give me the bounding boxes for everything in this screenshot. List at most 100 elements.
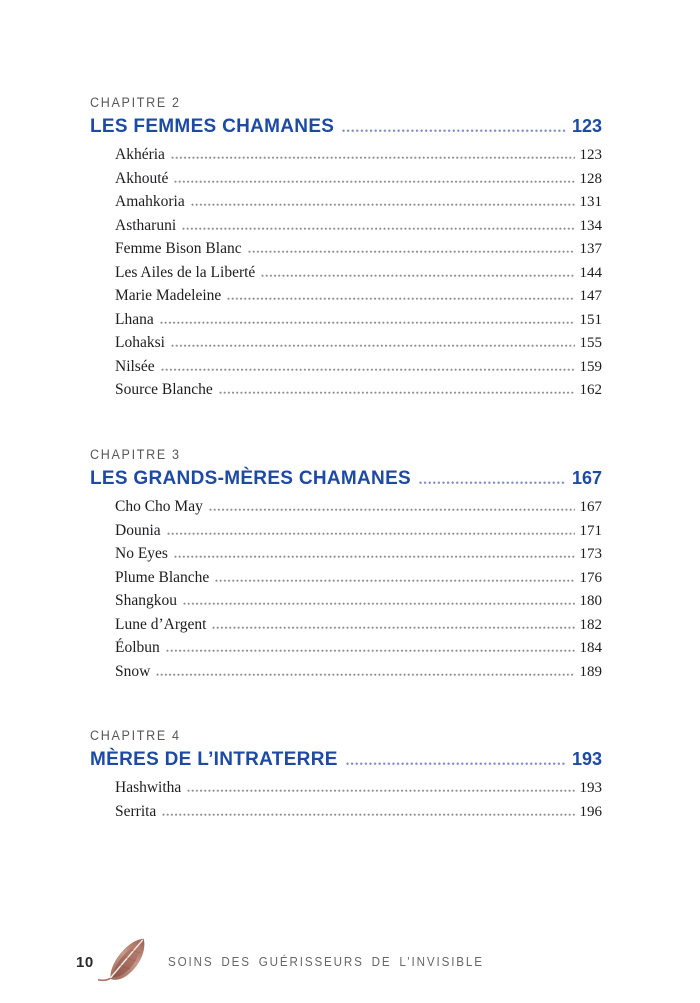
toc-entry-row: Astharuni 134	[90, 217, 602, 241]
entry-page-number: 162	[579, 382, 603, 399]
entry-page-number: 144	[579, 264, 603, 281]
entry-name: Snow	[115, 662, 151, 680]
chapter-entries: Cho Cho May 167 Dounia 171 No Eyes 173 P…	[90, 498, 602, 686]
entry-page-number: 184	[579, 640, 603, 657]
chapter-page-number: 167	[571, 468, 602, 489]
entry-name: Lhana	[115, 310, 154, 328]
dot-leader	[166, 531, 575, 535]
entry-name: Lohaksi	[115, 334, 165, 352]
entry-name: No Eyes	[115, 545, 168, 563]
toc-entry-row: Lohaksi 155	[90, 334, 602, 358]
dot-leader	[182, 226, 575, 230]
entry-name: Marie Madeleine	[115, 287, 222, 305]
chapter-label: CHAPITRE 2	[90, 95, 181, 110]
entry-page-number: 193	[579, 780, 603, 797]
entry-page-number: 182	[579, 616, 603, 633]
entry-name: Femme Bison Blanc	[115, 240, 242, 258]
running-title: SOINS DES GUÉRISSEURS DE L’INVISIBLE	[167, 955, 484, 969]
entry-page-number: 147	[579, 288, 603, 305]
toc-entry-row: Marie Madeleine 147	[90, 287, 602, 311]
entry-page-number: 173	[579, 546, 603, 563]
chapter-heading-row: LES GRANDS-MÈRES CHAMANES 167	[90, 468, 602, 494]
dot-leader	[212, 625, 575, 629]
dot-leader	[160, 367, 575, 371]
entry-name: Source Blanche	[115, 381, 213, 399]
chapter-heading-row: MÈRES DE L’INTRATERRE 193	[90, 749, 602, 775]
entry-page-number: 123	[579, 147, 603, 163]
chapter-label: CHAPITRE 4	[90, 728, 181, 744]
toc-entry-row: Éolbun 184	[90, 639, 602, 663]
entry-page-number: 155	[579, 335, 603, 352]
toc-entry-row: Shangkou 180	[90, 592, 602, 616]
toc-entry-row: Nilsée 159	[90, 358, 602, 382]
toc-entry-row: Source Blanche 162	[90, 381, 602, 405]
dot-leader	[170, 344, 575, 348]
entry-page-number: 128	[579, 170, 603, 187]
entry-page-number: 151	[579, 311, 603, 328]
entry-name: Cho Cho May	[115, 498, 203, 516]
chapter-entries: Hashwitha 193 Serrita 196	[90, 779, 602, 826]
dot-leader	[227, 297, 575, 301]
entry-name: Shangkou	[115, 592, 177, 610]
folio-page-number: 10	[76, 953, 94, 971]
page-footer: 10 SOINS DES GUÉRISSEU	[76, 930, 507, 994]
entry-page-number: 189	[579, 663, 603, 680]
entry-page-number: 131	[579, 194, 603, 211]
toc-content: CHAPITRE 2 LES FEMMES CHAMANES 123 Akhér…	[90, 94, 602, 826]
dot-leader	[342, 129, 566, 132]
toc-entry-row: Cho Cho May 167	[90, 498, 602, 522]
dot-leader	[170, 156, 575, 159]
entry-page-number: 180	[579, 593, 603, 610]
dot-leader	[162, 812, 575, 816]
dot-leader	[159, 320, 575, 324]
toc-entry-row: Dounia 171	[90, 522, 602, 546]
toc-entry-row: Lune d’Argent 182	[90, 616, 602, 640]
toc-entry-row: Amahkoria 131	[90, 193, 602, 217]
dot-leader	[218, 391, 575, 395]
entry-page-number: 167	[579, 499, 603, 516]
toc-entry-row: Akhéria 123	[90, 146, 602, 170]
entry-page-number: 196	[579, 803, 603, 820]
toc-chapter-3: CHAPITRE 3 LES GRANDS-MÈRES CHAMANES 167…	[90, 446, 602, 686]
dot-leader	[208, 508, 575, 512]
chapter-title: MÈRES DE L’INTRATERRE	[90, 749, 338, 771]
toc-chapter-4: CHAPITRE 4 MÈRES DE L’INTRATERRE 193 Has…	[90, 727, 602, 826]
entry-page-number: 159	[579, 358, 603, 375]
chapter-title: LES GRANDS-MÈRES CHAMANES	[90, 468, 412, 490]
toc-entry-row: Lhana 151	[90, 311, 602, 335]
entry-name: Akhéria	[115, 146, 165, 163]
toc-entry-row: Akhouté 128	[90, 170, 602, 194]
chapter-title: LES FEMMES CHAMANES	[90, 116, 335, 137]
dot-leader	[165, 649, 575, 653]
dot-leader	[190, 203, 575, 207]
entry-name: Amahkoria	[115, 193, 185, 211]
entry-page-number: 171	[579, 522, 603, 539]
feather-icon	[97, 938, 145, 982]
toc-entry-row: Hashwitha 193	[90, 779, 602, 803]
entry-page-number: 176	[579, 569, 603, 586]
dot-leader	[345, 762, 566, 766]
entry-name: Hashwitha	[115, 779, 182, 797]
dot-leader	[247, 250, 575, 254]
chapter-heading-row: LES FEMMES CHAMANES 123	[90, 116, 602, 142]
entry-name: Dounia	[115, 521, 161, 539]
entry-name: Astharuni	[115, 216, 177, 234]
chapter-page-number: 123	[571, 116, 602, 136]
toc-entry-row: Femme Bison Blanc 137	[90, 240, 602, 264]
entry-name: Serrita	[115, 802, 157, 820]
dot-leader	[187, 789, 575, 793]
dot-leader	[183, 602, 575, 606]
entry-name: Lune d’Argent	[115, 615, 207, 633]
entry-name: Les Ailes de la Liberté	[115, 263, 256, 281]
entry-page-number: 134	[579, 217, 603, 234]
toc-entry-row: Plume Blanche 176	[90, 569, 602, 593]
entry-name: Éolbun	[115, 639, 160, 657]
entry-name: Plume Blanche	[115, 568, 210, 586]
dot-leader	[261, 273, 575, 277]
dot-leader	[174, 179, 575, 183]
toc-entry-row: Snow 189	[90, 663, 602, 687]
chapter-page-number: 193	[571, 749, 602, 770]
entry-name: Nilsée	[115, 357, 155, 375]
entry-page-number: 137	[579, 241, 603, 258]
